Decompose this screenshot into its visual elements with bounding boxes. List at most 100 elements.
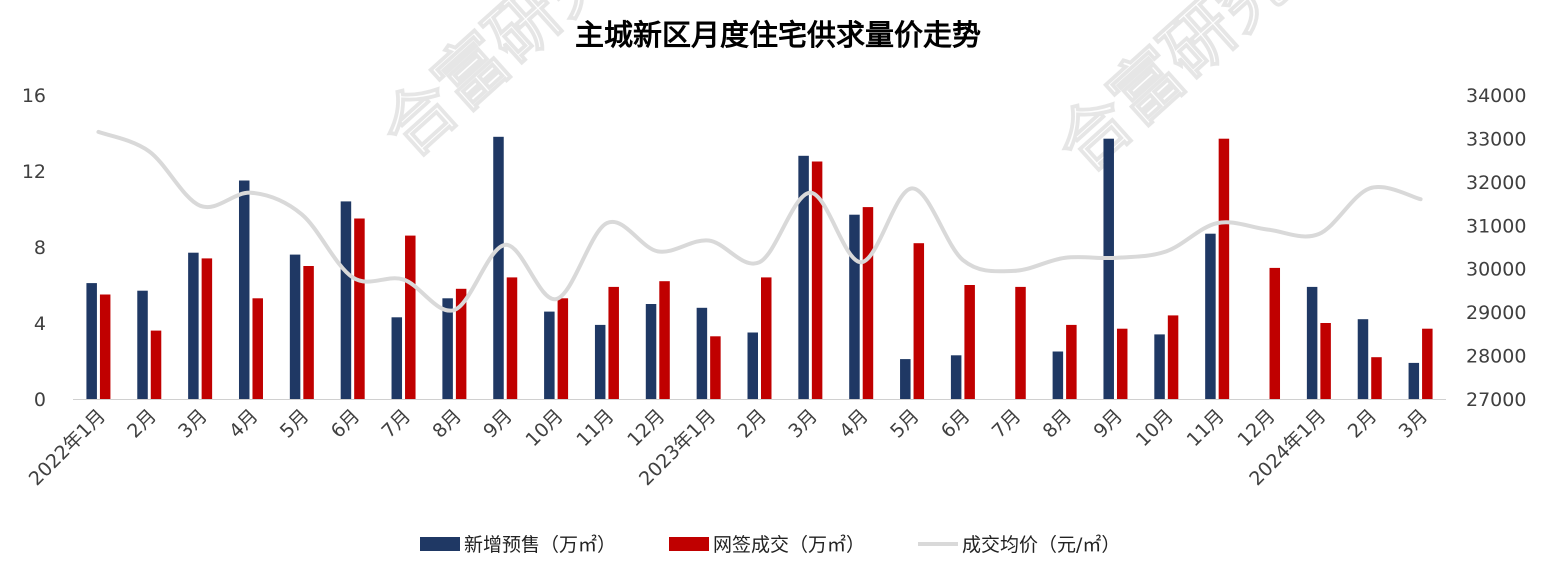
- bar-presale-14: [798, 155, 809, 399]
- bar-signed-9: [557, 298, 569, 399]
- bar-signed-25: [1371, 357, 1382, 399]
- x-tick-label: 2月: [123, 405, 161, 443]
- x-tick-label: 12月: [1233, 405, 1279, 451]
- x-tick-label: 3月: [174, 405, 212, 443]
- bar-signed-13: [761, 277, 772, 399]
- y-right-tick-label: 27000: [1466, 389, 1526, 411]
- x-tick-label: 5月: [886, 405, 924, 443]
- bar-signed-7: [455, 288, 467, 399]
- x-tick-label: 7月: [988, 405, 1026, 443]
- bar-signed-15: [862, 207, 874, 399]
- bar-presale-15: [849, 214, 860, 399]
- bar-signed-22: [1218, 138, 1230, 399]
- plot-area: 0 4 8 12 16 27000 28000 29000 30000 31000 32000 330…: [22, 85, 1527, 490]
- bar-signed-10: [608, 286, 619, 399]
- bar-presale-3: [238, 180, 250, 399]
- x-tick-label: 11月: [1183, 405, 1229, 451]
- bar-signed-23: [1269, 267, 1281, 399]
- bar-signed-18: [1015, 286, 1026, 399]
- bar-presale-5: [340, 201, 352, 399]
- x-tick-label: 6月: [327, 405, 365, 443]
- bar-presale-4: [289, 254, 301, 399]
- bar-signed-2: [201, 258, 213, 399]
- y-left-tick-label: 0: [34, 389, 46, 411]
- y-right-tick-label: 33000: [1466, 128, 1526, 150]
- bar-presale-17: [950, 355, 962, 399]
- bar-presale-24: [1306, 286, 1318, 399]
- bar-signed-20: [1116, 328, 1128, 399]
- bar-signed-6: [405, 235, 416, 399]
- bar-presale-13: [747, 332, 758, 399]
- bar-signed-14: [811, 161, 823, 399]
- bar-presale-12: [696, 307, 708, 399]
- bar-presale-25: [1357, 319, 1369, 399]
- bar-signed-0: [99, 294, 111, 399]
- chart-title: 主城新区月度住宅供求量价走势: [575, 18, 981, 52]
- legend-swatch-0: [420, 537, 460, 551]
- watermark-text-right: 合富研究: [1042, 0, 1305, 188]
- y-left-tick-label: 16: [22, 85, 46, 107]
- y-left-tick-label: 8: [34, 237, 46, 259]
- x-tick-label: 10月: [522, 405, 568, 451]
- x-tick-label: 11月: [572, 405, 618, 451]
- legend: 新增预售（万㎡） 网签成交（万㎡） 成交均价（元/㎡）: [420, 533, 1120, 556]
- y-left-tick-label: 4: [34, 313, 46, 335]
- x-tick-label: 9月: [1089, 405, 1127, 443]
- x-tick-label: 7月: [378, 405, 416, 443]
- y-right-tick-label: 30000: [1466, 259, 1526, 281]
- bar-presale-7: [442, 298, 453, 399]
- y-right-tick-label: 32000: [1466, 172, 1526, 194]
- x-tick-label: 4月: [225, 405, 263, 443]
- bar-presale-11: [645, 304, 657, 399]
- legend-swatch-1: [669, 537, 709, 551]
- x-tick-label: 4月: [835, 405, 873, 443]
- bar-signed-8: [506, 277, 518, 399]
- bar-presale-16: [900, 359, 911, 399]
- bar-presale-20: [1103, 138, 1114, 399]
- x-tick-label: 8月: [428, 405, 466, 443]
- x-tick-label: 12月: [623, 405, 669, 451]
- bar-presale-8: [493, 136, 504, 400]
- bar-signed-17: [964, 285, 975, 399]
- x-tick-label: 3月: [784, 405, 822, 443]
- bar-signed-19: [1066, 324, 1077, 399]
- y-right-tick-label: 31000: [1466, 215, 1526, 237]
- price-line: [96, 129, 1423, 313]
- bar-presale-1: [137, 290, 148, 399]
- x-tick-label: 2月: [733, 405, 771, 443]
- bar-signed-12: [710, 336, 721, 399]
- bar-presale-22: [1205, 233, 1216, 399]
- bar-presale-0: [86, 283, 97, 399]
- bar-presale-9: [544, 311, 555, 399]
- bar-signed-1: [150, 330, 162, 399]
- x-tick-label: 10月: [1132, 405, 1178, 451]
- x-tick-label: 5月: [276, 405, 314, 443]
- bar-presale-19: [1052, 351, 1064, 399]
- y-right-tick-label: 34000: [1466, 85, 1526, 107]
- x-tick-label: 8月: [1039, 405, 1077, 443]
- bar-signed-24: [1320, 323, 1331, 399]
- bar-signed-3: [252, 298, 263, 399]
- y-right-tick-label: 29000: [1466, 302, 1526, 324]
- x-tick-label: 6月: [937, 405, 975, 443]
- bar-signed-16: [913, 243, 925, 399]
- bar-presale-26: [1408, 362, 1420, 399]
- x-tick-label: 9月: [479, 405, 517, 443]
- y-right-tick-label: 28000: [1466, 346, 1526, 368]
- bar-presale-21: [1154, 334, 1165, 399]
- bar-presale-2: [188, 252, 199, 399]
- x-tick-label: 2月: [1344, 405, 1382, 443]
- bar-signed-4: [303, 266, 314, 399]
- bar-signed-5: [354, 218, 365, 399]
- x-tick-label: 3月: [1395, 405, 1433, 443]
- legend-label-1: 网签成交（万㎡）: [713, 533, 865, 556]
- x-tick-label: 2022年1月: [25, 405, 110, 490]
- legend-label-2: 成交均价（元/㎡）: [962, 533, 1120, 556]
- bar-signed-11: [659, 281, 670, 399]
- legend-label-0: 新增预售（万㎡）: [464, 533, 616, 556]
- bar-signed-26: [1422, 328, 1433, 399]
- bar-signed-21: [1167, 315, 1179, 399]
- bar-presale-6: [391, 317, 403, 399]
- y-left-tick-label: 12: [22, 161, 46, 183]
